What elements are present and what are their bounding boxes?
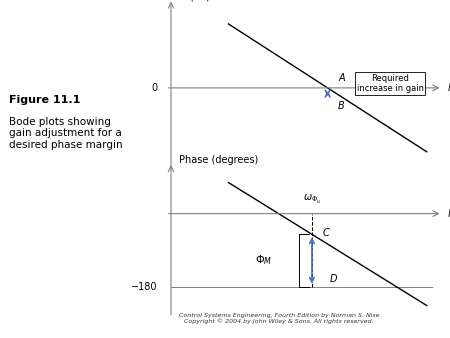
Text: $\Phi_M$: $\Phi_M$	[256, 254, 273, 267]
Text: 0: 0	[152, 83, 158, 93]
Text: Figure 11.1: Figure 11.1	[9, 95, 81, 105]
Text: Required
increase in gain: Required increase in gain	[357, 74, 424, 93]
Text: Phase (degrees): Phase (degrees)	[179, 155, 258, 165]
Text: log ω: log ω	[448, 83, 450, 93]
Text: D: D	[330, 274, 338, 284]
Text: Control Systems Engineering, Fourth Edition by Norman S. Nise
Copyright © 2004 b: Control Systems Engineering, Fourth Edit…	[179, 313, 379, 324]
Text: M (dB): M (dB)	[179, 0, 211, 2]
Text: Bode plots showing
gain adjustment for a
desired phase margin: Bode plots showing gain adjustment for a…	[9, 117, 122, 150]
Text: C: C	[322, 228, 329, 238]
Text: log ω: log ω	[448, 209, 450, 219]
Text: A: A	[338, 73, 345, 83]
Text: $\omega_{\Phi_u}$: $\omega_{\Phi_u}$	[303, 192, 321, 206]
Text: −180: −180	[131, 282, 158, 292]
Text: B: B	[338, 101, 345, 111]
